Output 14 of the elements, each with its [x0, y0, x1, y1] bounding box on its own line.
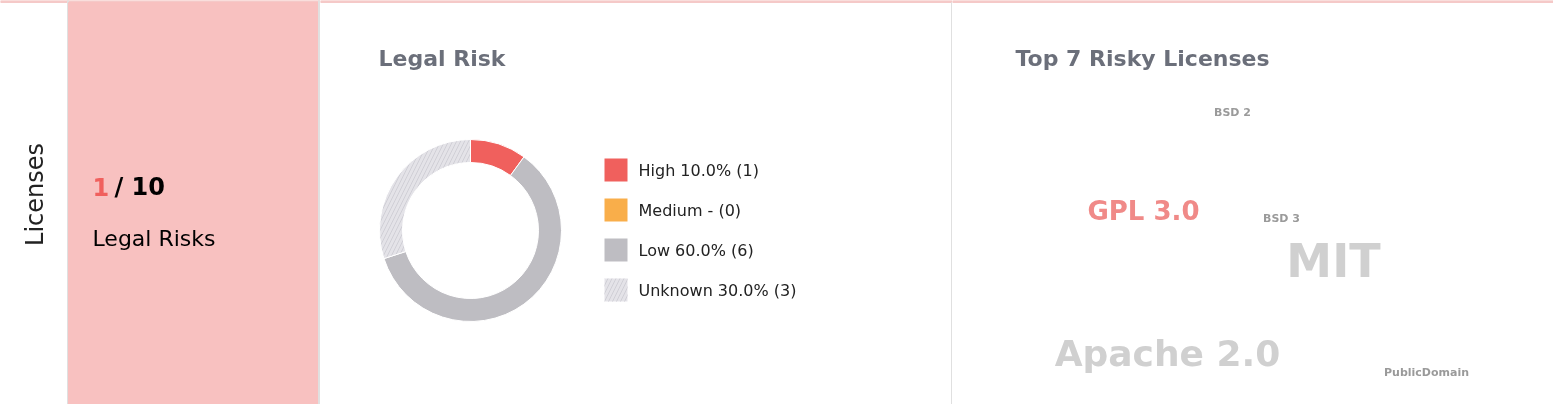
legend-label: Medium - (0): [638, 201, 742, 220]
legend-label: High 10.0% (1): [638, 161, 759, 180]
text: 1: [92, 173, 110, 202]
text: Top 7 Risky Licenses: [1015, 46, 1270, 71]
category-label: GPL 3.0: [1087, 195, 1200, 226]
category-label: PublicDomain: [1384, 366, 1470, 379]
legend-label: Unknown 30.0% (3): [638, 281, 797, 300]
text: Legal Risks: [92, 226, 216, 251]
legend-label: Low 60.0% (6): [638, 241, 754, 260]
chart-title: Legal Risk: [378, 46, 507, 71]
category-label: BSD 2: [1214, 106, 1251, 119]
category-label: BSD 3: [1263, 212, 1300, 225]
text: / 10: [114, 172, 166, 201]
text: Licenses: [20, 143, 49, 246]
